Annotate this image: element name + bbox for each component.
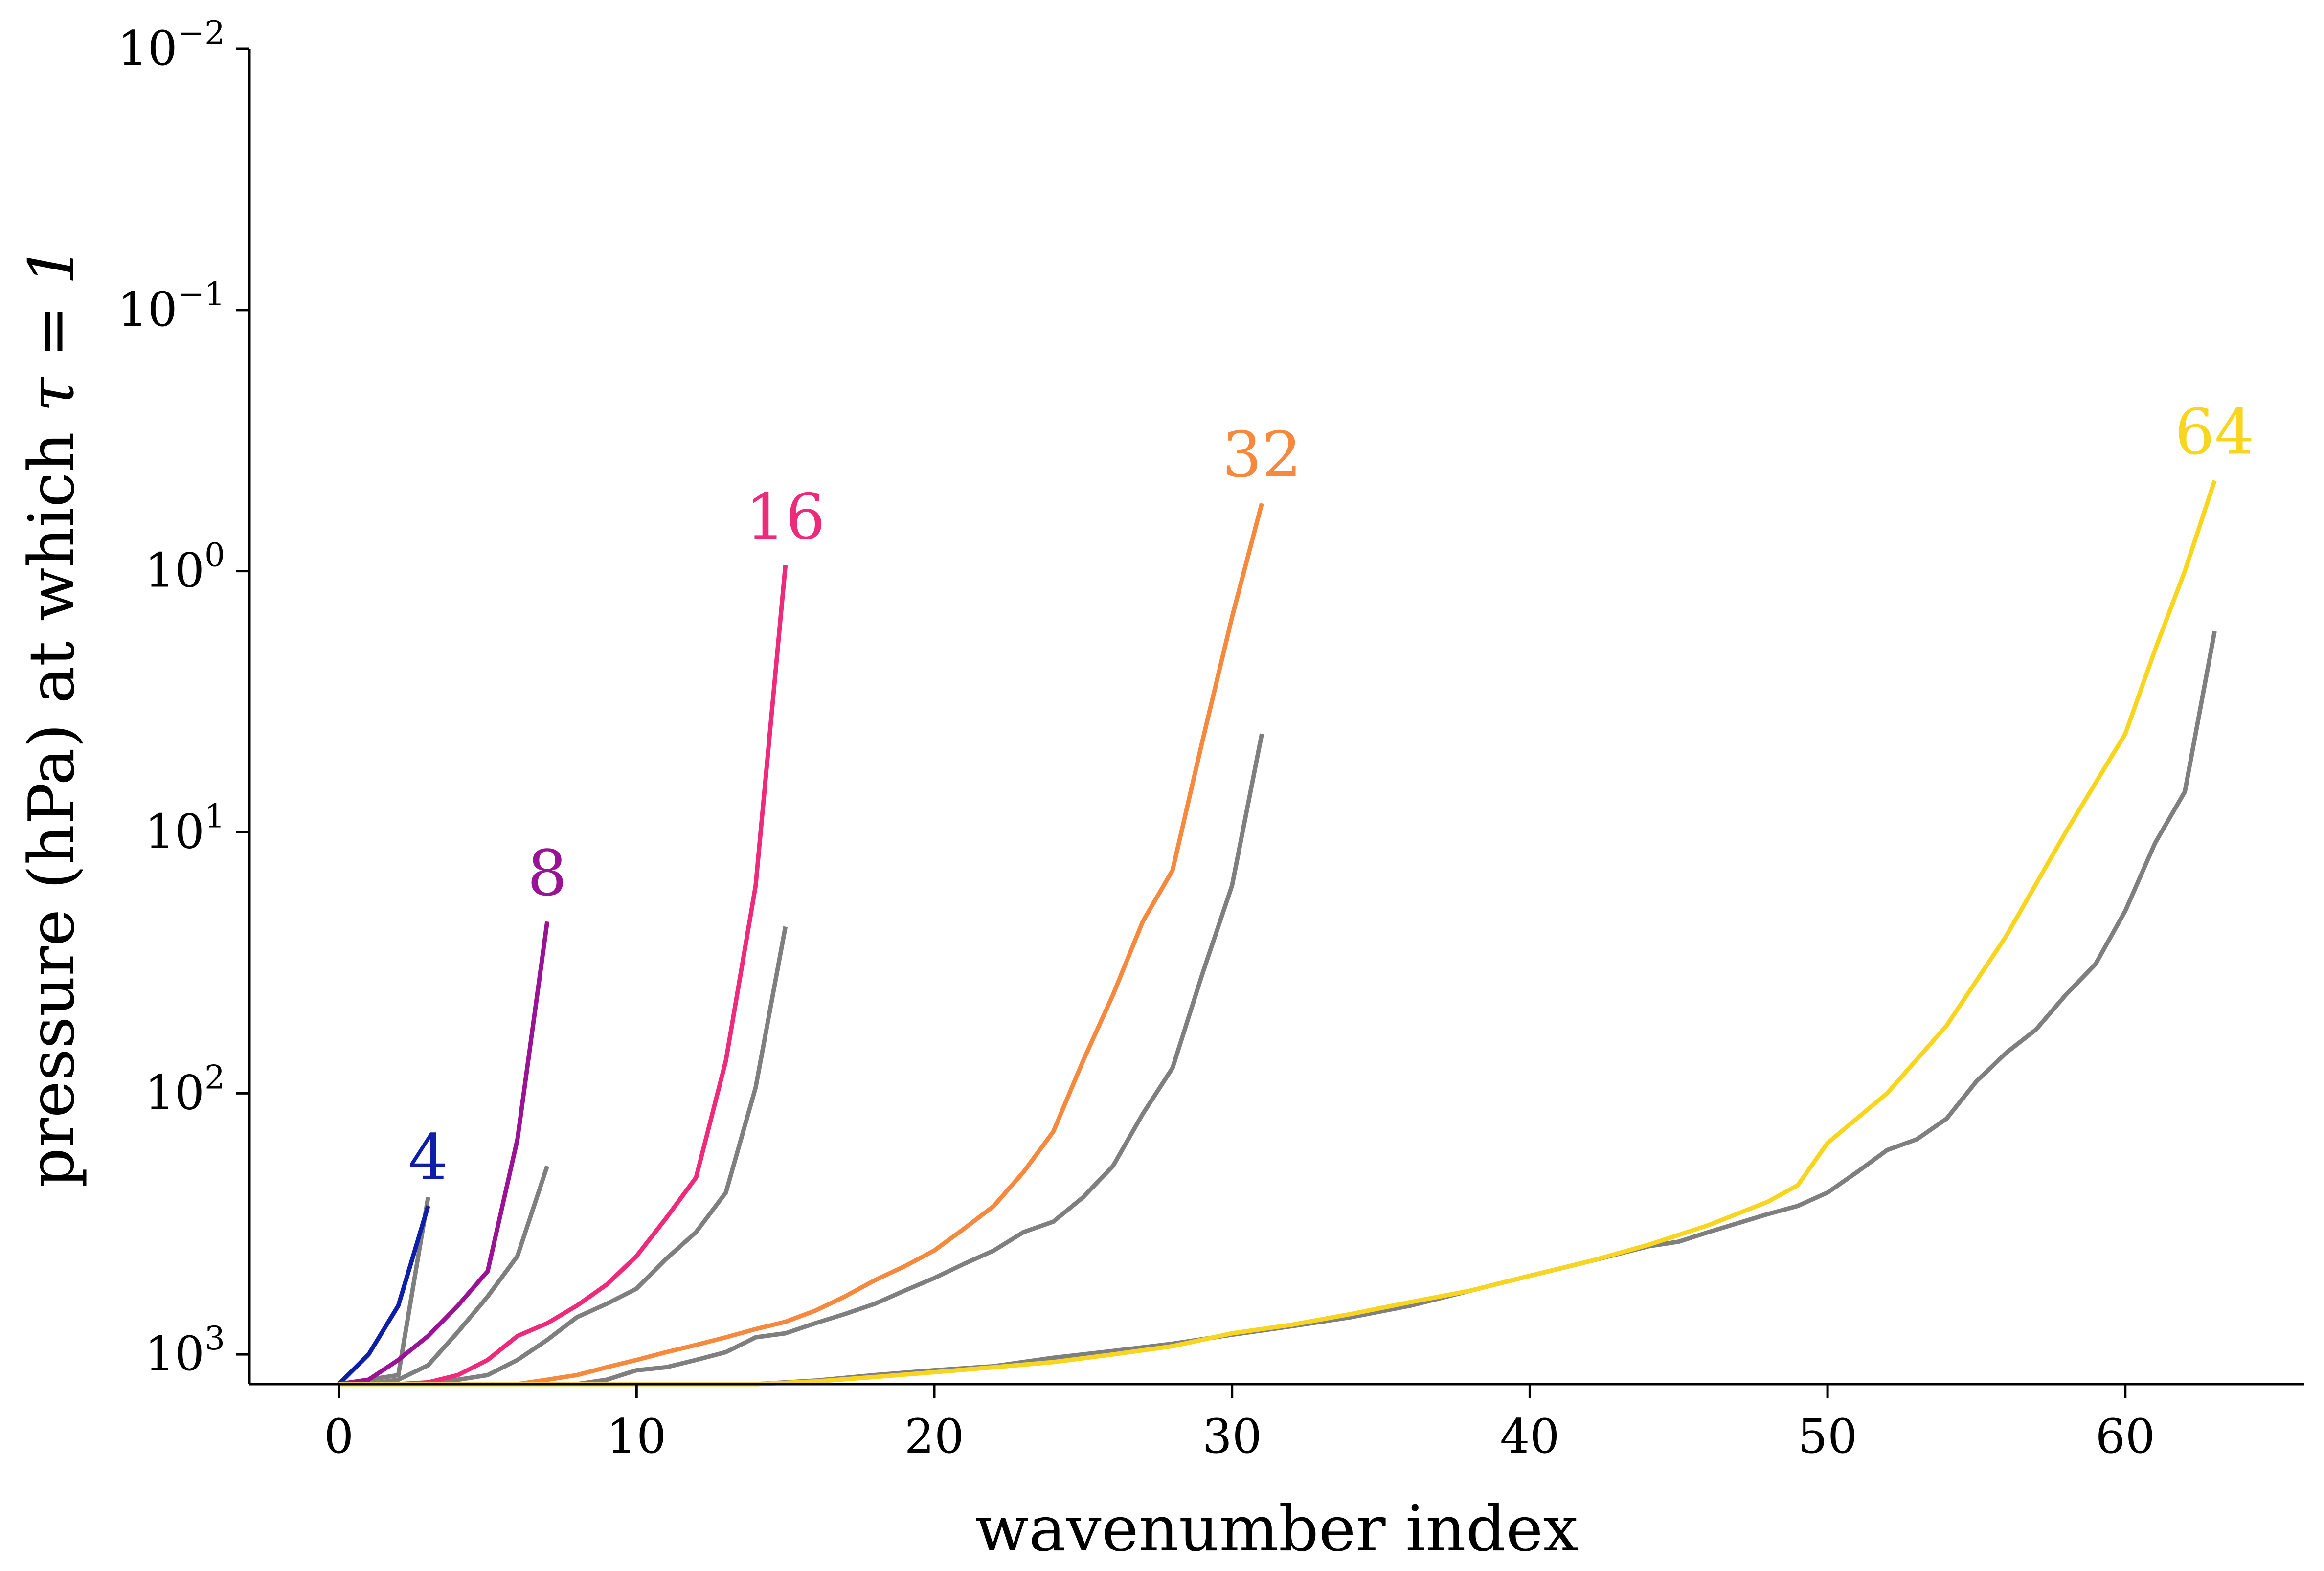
x-tick-label: 10 <box>607 1409 666 1464</box>
y-axis-title-text: pressure (hPa) at which <box>16 412 89 1188</box>
series-layer <box>337 480 2217 1387</box>
y-tick-label: 100 <box>145 537 225 598</box>
series-label-32: 32 <box>1222 419 1302 492</box>
series-line-16 <box>338 565 788 1387</box>
y-tick-label: 10−1 <box>118 275 225 337</box>
y-tick-label: 103 <box>145 1320 225 1381</box>
x-tick-label: 50 <box>1798 1409 1857 1464</box>
series-label-8: 8 <box>527 837 567 910</box>
series-labels: 4 8 16 32 64 <box>408 396 2254 1194</box>
series-line-8 <box>338 921 550 1387</box>
series-label-4: 4 <box>408 1122 448 1194</box>
series-line-64 <box>338 480 2217 1387</box>
reference-line-7 <box>338 733 1264 1387</box>
y-tick-label: 10−2 <box>118 14 225 76</box>
series-line-32 <box>338 502 1264 1387</box>
y-axis-title-symbol: τ = 1 <box>16 245 89 412</box>
reference-line-1 <box>338 1197 430 1387</box>
reference-line-9 <box>338 630 2217 1387</box>
series-label-16: 16 <box>745 481 825 554</box>
x-axis-title: wavenumber index <box>975 1493 1579 1566</box>
x-tick-label: 40 <box>1500 1409 1559 1464</box>
y-axis-title: pressure (hPa) at which τ = 1 <box>16 245 89 1188</box>
series-line-4 <box>337 1205 430 1386</box>
axes: 0 10 20 30 40 50 60 10−2 10−1 100 101 102 103 <box>118 14 2304 1464</box>
series-label-64: 64 <box>2175 396 2255 469</box>
x-tick-label: 20 <box>904 1409 964 1464</box>
x-tick-label: 60 <box>2096 1409 2155 1464</box>
y-tick-label: 101 <box>145 798 225 859</box>
y-tick-label: 102 <box>145 1058 225 1120</box>
x-tick-label: 30 <box>1202 1409 1262 1464</box>
x-tick-label: 0 <box>324 1409 354 1464</box>
